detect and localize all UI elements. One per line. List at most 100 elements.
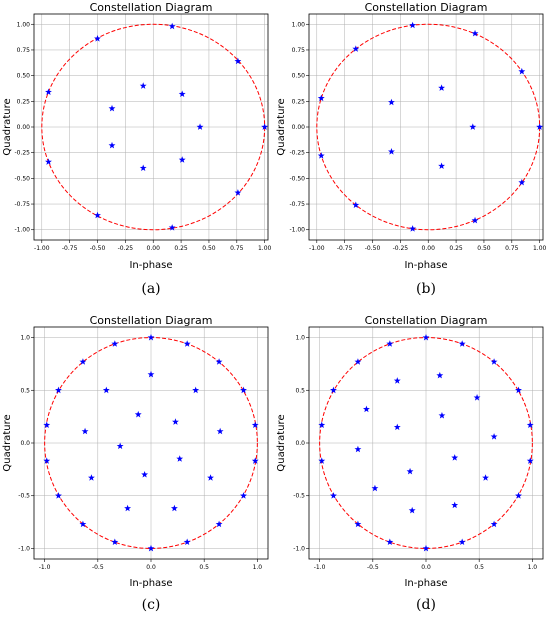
constellation-point: [371, 484, 379, 492]
constellation-point: [409, 225, 417, 232]
constellation-point: [251, 457, 259, 464]
constellation-point: [473, 394, 481, 401]
panel-caption: (d): [416, 597, 436, 613]
constellation-point: [451, 501, 459, 509]
x-tick-label: 0.75: [230, 245, 244, 252]
constellation-point: [354, 520, 362, 528]
x-tick-label: 0.5: [474, 564, 484, 571]
x-tick-label: -0.75: [62, 245, 78, 252]
constellation-point: [196, 123, 204, 130]
constellation-point: [422, 544, 430, 552]
constellation-point: [141, 471, 149, 478]
constellation-point: [526, 421, 534, 428]
constellation-point: [471, 29, 479, 37]
x-tick-label: 0.25: [174, 245, 188, 252]
constellation-point: [215, 358, 223, 365]
constellation-point: [111, 340, 119, 347]
constellation-point: [482, 474, 489, 481]
panel-caption: (c): [142, 597, 161, 613]
x-tick-label: 0.75: [505, 245, 519, 252]
x-axis-label: In-phase: [129, 578, 172, 589]
y-tick-label: -0.25: [289, 150, 305, 157]
constellation-point: [147, 544, 155, 552]
constellation-point: [43, 457, 51, 464]
y-tick-label: -1.0: [18, 545, 30, 552]
y-tick-label: -0.5: [293, 493, 305, 500]
constellation-point: [192, 386, 200, 394]
x-tick-label: 0.50: [202, 245, 216, 252]
x-tick-label: 1.0: [528, 564, 538, 571]
y-tick-label: 1.00: [292, 21, 306, 28]
constellation-point: [176, 455, 184, 462]
y-tick-label: 0.5: [20, 387, 30, 394]
constellation-point: [408, 506, 416, 514]
chart-title: Constellation Diagram: [365, 314, 488, 327]
y-tick-label: -0.50: [14, 175, 30, 182]
x-axis-label: In-phase: [129, 260, 172, 271]
y-tick-label: 1.0: [295, 335, 305, 342]
constellation-point: [438, 84, 446, 91]
y-tick-label: 0.75: [17, 47, 31, 54]
constellation-point: [352, 201, 360, 208]
constellation-point: [170, 504, 178, 512]
constellation-point: [147, 333, 155, 341]
constellation-point: [183, 340, 191, 347]
x-tick-label: -0.50: [365, 245, 381, 252]
x-tick-label: 0.0: [146, 564, 156, 571]
constellation-point: [317, 94, 325, 102]
x-tick-label: -0.5: [92, 564, 104, 571]
constellation-point: [318, 421, 326, 428]
constellation-point: [178, 90, 186, 98]
x-tick-label: -0.50: [90, 245, 106, 252]
x-tick-label: -0.25: [118, 245, 134, 252]
constellation-panel: -1.00 -0.75 -0.50 -0.25 0.00 0.25 0.50 0.75 1.00…: [2, 1, 272, 297]
constellation-panel: -1.0 -0.5 0.0 0.5 1.0 -1.0 -0.5 0.0 0.5 1.0 Conste…: [276, 314, 544, 613]
constellation-point: [234, 57, 242, 65]
constellation-point: [124, 504, 132, 512]
y-tick-label: 0.25: [17, 98, 31, 105]
constellation-point: [215, 520, 223, 528]
chart-title: Constellation Diagram: [90, 1, 213, 14]
x-tick-label: 0.0: [421, 564, 431, 571]
constellation-point: [436, 371, 444, 379]
constellation-point: [458, 538, 466, 546]
chart-title: Constellation Diagram: [365, 1, 488, 14]
constellation-point: [147, 370, 155, 378]
constellation-point: [354, 358, 362, 365]
constellation-point: [88, 474, 95, 481]
constellation-point: [388, 148, 395, 155]
constellation-point: [234, 189, 242, 196]
constellation-point: [116, 442, 124, 450]
y-tick-label: 0.5: [295, 387, 305, 394]
constellation-point: [183, 538, 191, 546]
x-tick-label: -1.00: [309, 245, 325, 252]
x-tick-label: 0.5: [199, 564, 209, 571]
constellation-point: [94, 35, 101, 42]
constellation-point: [422, 333, 430, 341]
constellation-point: [81, 427, 89, 435]
constellation-point: [363, 405, 370, 413]
y-tick-label: 0.50: [17, 73, 31, 80]
y-tick-label: 0.00: [292, 124, 306, 131]
constellation-point: [354, 445, 362, 453]
constellation-point: [393, 423, 401, 431]
constellation-point: [102, 386, 110, 394]
constellation-point: [168, 22, 176, 30]
y-tick-label: -1.00: [289, 227, 305, 234]
constellation-point: [393, 377, 401, 384]
constellation-point: [172, 418, 179, 425]
constellation-point: [438, 162, 446, 169]
constellation-point: [409, 21, 417, 29]
panel-caption: (a): [141, 281, 160, 297]
y-tick-label: 0.25: [292, 98, 306, 105]
y-axis-label: Quadrature: [2, 414, 13, 471]
constellation-point: [45, 88, 52, 95]
y-tick-label: -0.75: [14, 201, 30, 208]
y-tick-label: 0.50: [292, 73, 306, 80]
constellation-point: [55, 492, 62, 499]
y-tick-label: -1.0: [293, 545, 305, 552]
y-tick-label: 1.00: [17, 21, 31, 28]
y-tick-label: -0.5: [18, 493, 30, 500]
y-tick-label: 0.0: [295, 440, 305, 447]
constellation-point: [134, 410, 142, 418]
